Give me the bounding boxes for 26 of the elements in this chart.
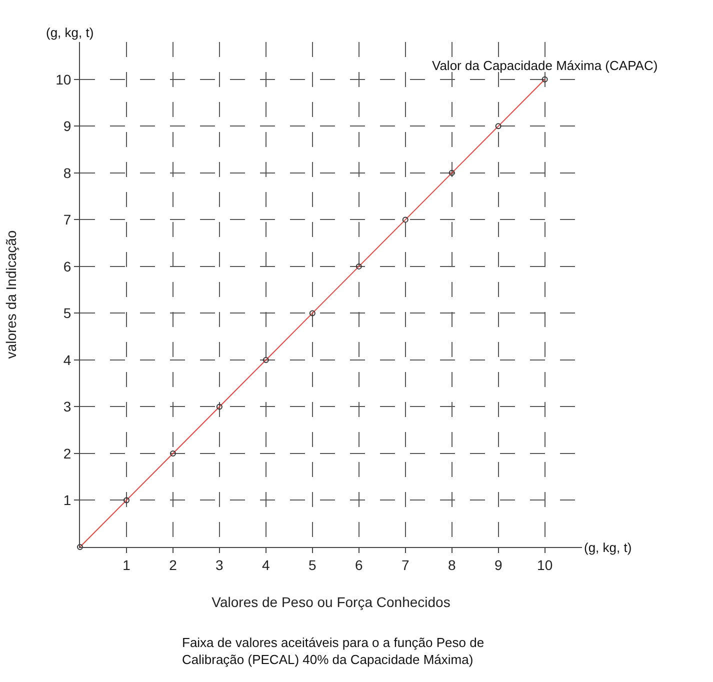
x-tick-label: 10 (537, 556, 553, 573)
y-tick-label: 3 (63, 398, 72, 415)
x-tick-label: 2 (169, 556, 178, 573)
y-tick-label: 5 (63, 305, 72, 322)
annotation: Valor da Capacidade Máxima (CAPAC) (432, 58, 658, 73)
x-tick-label: 8 (448, 556, 456, 573)
x-tick-label: 4 (262, 556, 270, 573)
y-tick-label: 9 (63, 118, 72, 134)
x-tick-label: 1 (122, 556, 131, 573)
x-tick-label: 3 (216, 556, 224, 573)
x-tick-label: 7 (401, 556, 410, 573)
y-tick-label: 1 (63, 492, 72, 508)
y-tick-label: 4 (63, 352, 72, 368)
x-tick-label: 9 (494, 556, 502, 573)
x-tick-label: 5 (308, 556, 317, 573)
text: (g, kg, t) (46, 25, 94, 40)
y-axis-title: valores da Indicação (3, 230, 20, 359)
y-tick-label: 10 (56, 71, 72, 88)
y-tick-label: 7 (63, 212, 72, 228)
text: Faixa de valores aceitáveis para o a função Peso de Calibração (PECAL) 40% da Capacidade Máxima) (182, 635, 484, 667)
text: (g, kg, t) (584, 540, 632, 555)
x-axis-title: Valores de Peso ou Força Conhecidos (212, 594, 450, 610)
x-tick-label: 6 (354, 556, 363, 573)
y-tick-label: 6 (63, 258, 72, 274)
y-tick-label: 8 (63, 164, 72, 181)
y-tick-label: 2 (63, 445, 72, 462)
